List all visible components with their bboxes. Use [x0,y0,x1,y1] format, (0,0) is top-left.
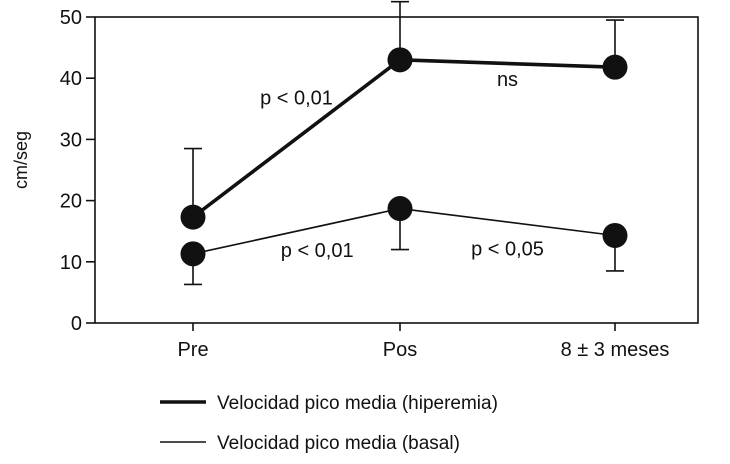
data-point-basal [387,196,413,222]
x-tick-label: Pos [383,339,417,361]
annotation-p-basal-pos-8m: p < 0,05 [471,239,544,261]
y-tick-label: 30 [60,129,82,151]
data-point-basal [180,241,206,267]
y-tick-label: 0 [71,313,82,335]
x-tick-label: Pre [177,339,208,361]
annotation-ns-hyper-pos-8m: ns [497,69,518,91]
series-line-hiperemia [191,58,616,219]
y-tick-label: 40 [60,68,82,90]
data-point-basal [602,222,628,248]
annotation-p-basal-pre-pos: p < 0,01 [281,240,354,262]
legend-label-basal: Velocidad pico media (basal) [217,433,460,454]
x-axis: Pre Pos 8 ± 3 meses [177,323,669,361]
y-axis: 0 10 20 30 40 50 [60,7,95,335]
data-point-hiperemia [602,54,628,80]
plot-frame [94,16,699,324]
x-tick-label: 8 ± 3 meses [561,339,670,361]
legend: Velocidad pico media (hiperemia) Velocida… [160,393,498,454]
annotation-layer: p < 0,01 ns p < 0,01 p < 0,05 [260,69,544,262]
y-tick-label: 20 [60,191,82,213]
y-axis-title: cm/seg [11,131,31,189]
annotation-p-hyper-pre-pos: p < 0,01 [260,88,333,110]
legend-label-hiperemia: Velocidad pico media (hiperemia) [217,393,498,414]
data-point-hiperemia [387,47,413,73]
y-tick-label: 10 [60,252,82,274]
y-tick-label: 50 [60,7,82,29]
data-point-hiperemia [180,204,206,230]
series-layer [180,0,628,286]
